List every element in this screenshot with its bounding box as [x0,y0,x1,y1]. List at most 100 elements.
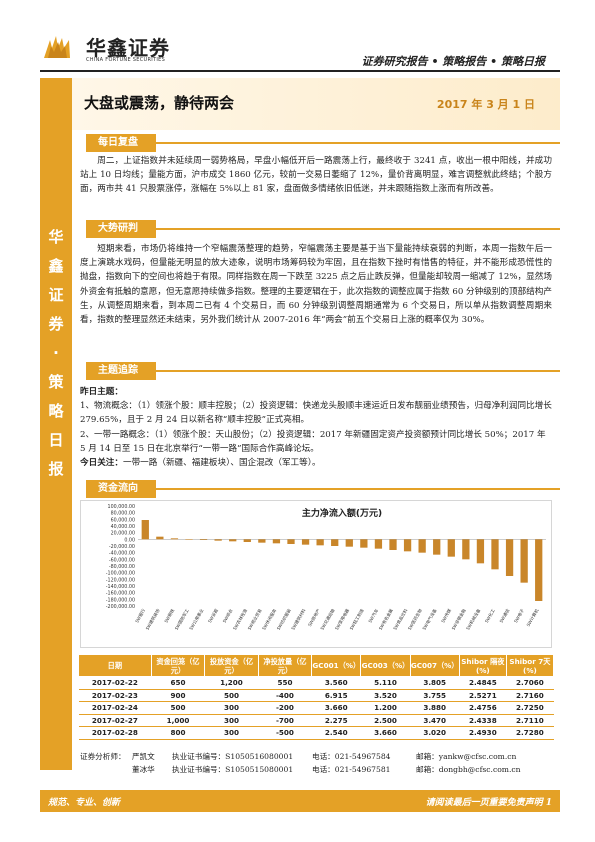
table-cell: 800 [151,726,205,740]
table-cell: 300 [204,714,259,727]
section-label: 大势研判 [86,220,156,238]
table-cell: 2.500 [360,714,411,727]
company-logo: 华鑫证券 CHINA FORTUNE SECURITIES [40,30,200,70]
chart-frame [80,500,552,648]
table-body: 2017-02-22 650 1,200 550 3.560 5.110 3.805 2.48… [78,676,554,740]
table-cell: 2017-02-24 [78,701,152,715]
table-cell: 3.470 [410,714,460,727]
title-band [72,78,560,130]
bar [185,539,193,540]
bar [170,538,179,540]
sidebar-char: 券 [48,315,64,333]
table-cell: 2.4930 [459,726,507,740]
bar [199,539,208,540]
sidebar-char: 日 [48,431,64,449]
sidebar-char: 略 [48,402,64,420]
section-label: 每日复盘 [86,134,156,152]
analyst-tel: 电话：021-54967584 [312,752,391,761]
sidebar-char: 华 [48,228,64,246]
table-cell: 2.4756 [459,701,507,715]
section-header-daily-review: 每日复盘 [72,134,560,152]
money-market-table: 日期 资金回笼（亿元） 投放资金（亿元） 净投放量（亿元） GC001（%） GC003（… [78,654,555,740]
analyst-name: 严凯文 [132,752,155,761]
analyst-label: 证券分析师： [80,752,126,761]
analyst-name: 董冰华 [132,765,155,774]
table-header-cell: 投放资金（亿元） [204,654,259,677]
bar [389,539,397,550]
table-cell: 2.540 [311,726,361,740]
table-header-cell: Shibor 7天(%) [505,654,555,677]
table-cell: 3.755 [410,689,460,702]
table-cell: -500 [258,726,312,740]
report-date: 2017 年 3 月 1 日 [436,98,535,111]
daily-review-paragraph: 周二，上证指数并未延续周一弱势格局，早盘小幅低开后一路震荡上行，最终收于 324… [80,156,552,195]
bar [258,539,266,543]
table-cell: 650 [151,676,205,690]
bar [229,539,237,542]
table-cell: 2.7250 [506,701,554,715]
bar [243,539,251,542]
table-header-cell: GC001（%） [311,654,362,677]
section-header-themes: 主题追踪 [72,362,560,380]
table-header-cell: 日期 [78,654,152,677]
footer-slogan: 规范、专业、创新 [48,798,121,808]
themes-block: 昨日主题： 1、物流概念：（1）领涨个股：顺丰控股；（2）投资逻辑：快递龙头股顺… [80,385,552,470]
y-tick-label: 60,000.00 [111,517,135,523]
bar [476,539,485,564]
analyst-info: 证券分析师： 严凯文 执业证书编号：S1050516080001 电话：021-549… [80,750,552,776]
sidebar-char: 鑫 [48,257,64,275]
y-tick-label: 40,000.00 [111,524,135,530]
table-cell: 900 [151,689,205,702]
table-header-cell: 净投放量（亿元） [257,654,313,677]
table-header-cell: Shibor 隔夜(%) [458,654,507,677]
bar [447,539,455,557]
today-focus: 今日关注：一带一路（新疆、福建板块）、国企混改（军工等）。 [80,456,552,470]
bar [462,539,470,560]
y-tick-label: -60,000.00 [109,557,135,563]
analyst-tel: 电话：021-54967581 [312,765,391,774]
sidebar-char: 报 [48,460,64,478]
y-tick-label: 80,000.00 [111,511,135,517]
bar [301,539,310,545]
table-cell: 2.275 [311,714,361,727]
analyst-cert: 执业证书编号：S1050516080001 [172,752,294,761]
table-cell: 2.7280 [506,726,554,740]
table-header-cell: 资金回笼（亿元） [150,654,206,677]
y-tick-label: -160,000.00 [106,591,135,597]
bar [141,520,149,540]
table-cell: 2017-02-28 [78,726,152,740]
report-title: 大盘或震荡，静待两会 [84,94,235,112]
table-cell: 2.4338 [459,714,507,727]
footer-disclaimer: 请阅读最后一页重要免责声明 1 [425,798,552,808]
bar [214,539,222,541]
y-tick-label: 100,000.00 [108,504,135,510]
table-cell: -200 [258,701,312,715]
section-label: 资金流向 [86,480,156,498]
bar [345,539,353,547]
table-cell: 3.660 [311,701,361,715]
section-header-trend: 大势研判 [72,220,560,238]
table-cell: 2017-02-23 [78,689,152,702]
table-cell: 6.915 [311,689,361,702]
y-tick-label: -180,000.00 [106,597,135,603]
themes-heading: 昨日主题： [80,387,123,397]
table-cell: -400 [258,689,312,702]
table-cell: 500 [151,701,205,715]
bar [374,539,383,549]
bar [287,539,295,544]
table-cell: 2.7160 [506,689,554,702]
bar [272,539,281,544]
table-cell: 500 [204,689,259,702]
sidebar-vertical-text: 华鑫证券 · 策略日报 [40,223,72,484]
table-cell: 2.4845 [459,676,507,690]
capital-flow-chart: 100,000.0080,000.0060,000.0040,000.0020,… [80,500,552,648]
table-cell: 2017-02-27 [78,714,152,727]
y-tick-label: 20,000.00 [111,531,135,537]
table-header-cell: GC007（%） [409,654,460,677]
analyst-row: 证券分析师： 严凯文 执业证书编号：S1050516080001 电话：021-549… [80,750,552,763]
analyst-email: 邮箱：dongbh@cfsc.com.cn [416,765,521,774]
y-tick-label: -40,000.00 [109,551,135,557]
bar [535,539,543,601]
bar [491,539,499,570]
table-cell: 3.520 [360,689,411,702]
